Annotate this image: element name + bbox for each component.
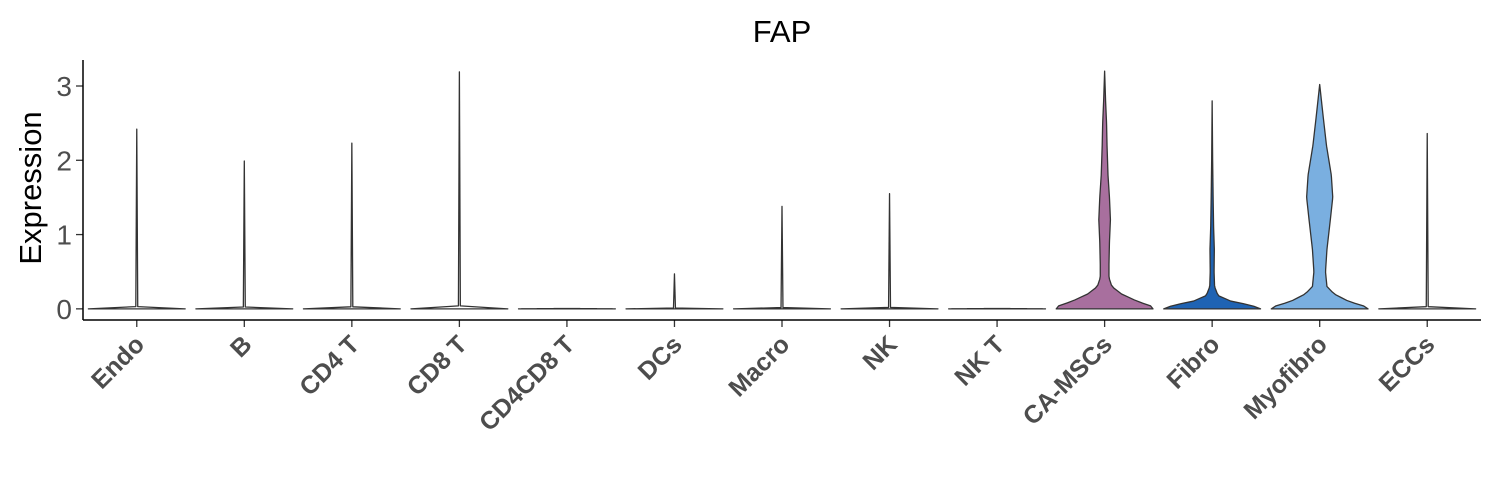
violin-macro: [732, 205, 832, 310]
x-tick-label: Fibro: [1161, 330, 1225, 394]
y-tick-label: 1: [56, 220, 72, 251]
violins: [87, 70, 1477, 310]
violin-ca-mscs: [1055, 70, 1154, 310]
x-tick-label: CD4CD8 T: [474, 330, 580, 436]
x-tick-label: Macro: [723, 330, 795, 402]
violin-dcs: [625, 273, 724, 310]
x-tick-label: CA-MSCs: [1018, 330, 1118, 430]
violin-eccs: [1378, 132, 1477, 310]
violin-endo: [87, 128, 186, 310]
violin-fibro: [1163, 100, 1262, 310]
violin-cd4-t: [302, 142, 401, 310]
x-tick-label: Myofibro: [1239, 330, 1333, 424]
violin-myofibro: [1270, 83, 1369, 310]
x-tick-label: NK: [857, 330, 902, 375]
x-ticks: Endo B CD4 T CD8 T CD4CD8 T DCs Macro NK NK T CA-…: [86, 320, 1440, 437]
x-tick-label: CD4 T: [294, 330, 365, 401]
y-tick-label: 3: [56, 71, 72, 102]
x-tick-label: Endo: [86, 330, 150, 394]
violin-b: [195, 160, 294, 310]
y-axis-label: Expression: [13, 111, 48, 264]
y-tick-label: 2: [56, 145, 72, 176]
x-tick-label: ECCs: [1374, 330, 1441, 397]
x-tick-label: CD8 T: [402, 330, 473, 401]
violin-nk: [840, 193, 939, 310]
violin-cd8-t: [410, 71, 509, 310]
y-ticks: 0 1 2 3: [56, 71, 83, 325]
x-tick-label: NK T: [949, 330, 1010, 391]
x-tick-label: B: [225, 330, 258, 363]
y-tick-label: 0: [56, 294, 72, 325]
chart-title: FAP: [753, 14, 812, 49]
x-tick-label: DCs: [633, 330, 688, 385]
